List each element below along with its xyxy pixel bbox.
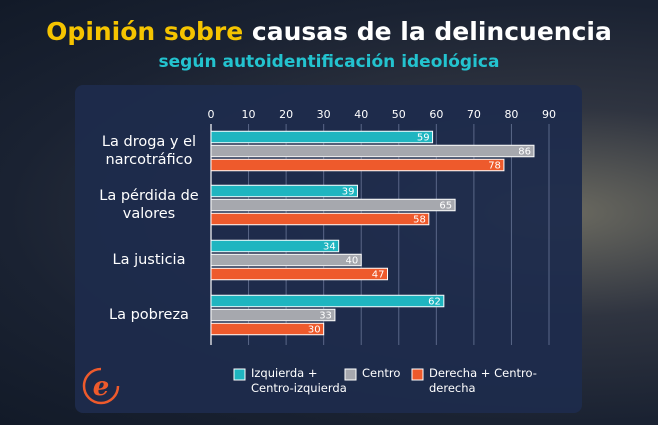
legend-swatch bbox=[411, 368, 424, 381]
bar bbox=[210, 239, 340, 253]
value-label: 78 bbox=[488, 161, 501, 172]
bar bbox=[210, 130, 434, 144]
x-tick-label: 10 bbox=[242, 108, 256, 121]
x-tick-label: 20 bbox=[279, 108, 293, 121]
bar bbox=[210, 144, 535, 158]
value-label: 30 bbox=[308, 325, 321, 336]
logo-letter: e bbox=[93, 372, 110, 402]
legend-label: Derecha + Centro-derecha bbox=[429, 366, 537, 395]
value-label: 33 bbox=[319, 311, 332, 322]
value-label: 62 bbox=[428, 297, 441, 308]
value-label: 59 bbox=[417, 133, 430, 144]
x-tick-label: 0 bbox=[208, 108, 215, 121]
value-label: 86 bbox=[518, 147, 531, 158]
value-label: 34 bbox=[323, 242, 336, 253]
x-tick-label: 40 bbox=[354, 108, 368, 121]
value-label: 58 bbox=[413, 215, 426, 226]
value-label: 65 bbox=[439, 201, 452, 212]
value-label: 39 bbox=[342, 187, 355, 198]
title-rest: causas de la delincuencia bbox=[252, 17, 612, 46]
x-tick-label: 70 bbox=[467, 108, 481, 121]
bar bbox=[210, 198, 456, 212]
chart-subtitle: según autoidentificación ideológica bbox=[159, 52, 500, 72]
bar bbox=[210, 253, 362, 267]
y-tick-label: La droga y el narcotráfico bbox=[101, 134, 197, 168]
legend-swatch bbox=[344, 368, 357, 381]
legend-swatch bbox=[233, 368, 246, 381]
value-label: 40 bbox=[345, 256, 358, 267]
y-tick-label: La pobreza bbox=[109, 307, 189, 323]
chart-title: Opinión sobre causas de la delincuencia bbox=[46, 17, 612, 46]
bar bbox=[210, 158, 505, 172]
y-tick-label: La pérdida de valores bbox=[99, 188, 199, 222]
bar bbox=[210, 322, 325, 336]
y-tick-label: La justicia bbox=[112, 252, 186, 268]
logo-ring bbox=[82, 367, 120, 405]
x-tick-label: 60 bbox=[429, 108, 443, 121]
bar bbox=[210, 294, 445, 308]
value-label: 47 bbox=[372, 270, 385, 281]
legend-label: Centro bbox=[362, 366, 401, 380]
bar bbox=[210, 267, 389, 281]
bar bbox=[210, 212, 430, 226]
legend-label: Izquierda + Centro-izquierda bbox=[251, 366, 347, 395]
x-tick-label: 90 bbox=[542, 108, 556, 121]
x-tick-label: 30 bbox=[317, 108, 331, 121]
title-highlight: Opinión sobre bbox=[46, 17, 243, 46]
x-tick-label: 50 bbox=[392, 108, 406, 121]
bar bbox=[210, 308, 336, 322]
x-tick-label: 80 bbox=[504, 108, 518, 121]
logo: e bbox=[82, 367, 120, 405]
bar bbox=[210, 184, 358, 198]
